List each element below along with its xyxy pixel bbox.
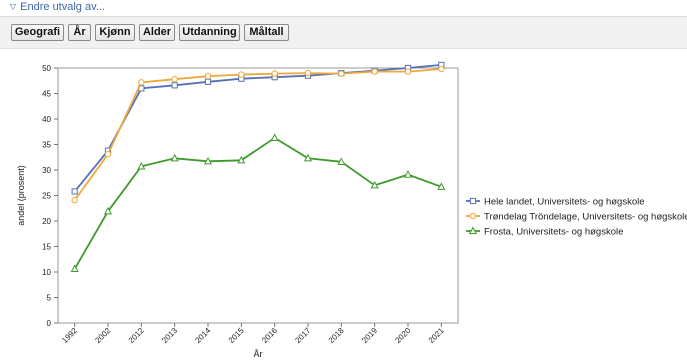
plot-area-frame [57, 67, 459, 324]
data-point [204, 72, 212, 80]
x-axis-title: År [254, 349, 263, 359]
data-point [337, 157, 346, 165]
y-tick-label: 30 [42, 166, 51, 175]
x-tick-label: 2014 [193, 326, 212, 345]
x-tick-label: 2021 [427, 326, 446, 345]
endre-utvalg-label: Endre utvalg av... [20, 1, 105, 13]
y-tick-label: 15 [42, 243, 51, 252]
x-tick-label: 2020 [393, 326, 412, 345]
data-point [137, 161, 146, 170]
x-tick-label: 2012 [127, 326, 146, 345]
series-line [73, 68, 442, 201]
y-axis-title: andel (prosent) [16, 165, 26, 226]
maltall-button[interactable]: Måltall [244, 24, 289, 41]
data-point [170, 153, 179, 162]
x-tick-label: 2015 [227, 326, 246, 345]
data-point [468, 226, 478, 235]
x-tick-label: 2017 [293, 326, 312, 345]
y-tick-label: 25 [42, 192, 51, 201]
data-point [103, 206, 113, 215]
data-point [371, 68, 378, 75]
legend-label: Frosta, Universitets- og høgskole [484, 227, 623, 238]
x-tick-label: 2019 [360, 326, 379, 345]
y-tick-label: 0 [47, 319, 52, 328]
data-point [403, 170, 413, 178]
y-tick-label: 20 [42, 217, 51, 226]
legend-item: Trøndelag Tröndelage, Universitets- og h… [466, 212, 687, 223]
data-point [338, 70, 345, 77]
series-2 [71, 65, 445, 204]
legend-item: Hele landet, Universitets- og høgskole [466, 197, 645, 208]
x-tick-label: 1992 [60, 326, 79, 345]
data-point [204, 78, 212, 85]
data-point [237, 155, 246, 164]
y-tick-label: 50 [42, 64, 51, 73]
legend-item: Frosta, Universitets- og høgskole [466, 227, 623, 238]
legend-label: Hele landet, Universitets- og høgskole [484, 197, 645, 208]
endre-utvalg-link[interactable]: ▽ Endre utvalg av... [10, 1, 105, 13]
data-point [469, 197, 477, 205]
data-point [438, 65, 445, 73]
data-point [238, 71, 245, 78]
dimension-toolbar: Geografi År Kjønn Alder Utdanning Måltal… [0, 17, 687, 49]
triangle-down-icon: ▽ [10, 2, 17, 11]
x-tick-label: 2002 [93, 326, 112, 345]
alder-button[interactable]: Alder [139, 24, 175, 41]
series-3 [70, 133, 446, 273]
series-line [74, 64, 442, 192]
geografi-button[interactable]: Geografi [11, 24, 64, 41]
data-point [304, 69, 312, 77]
y-tick-label: 45 [42, 90, 51, 99]
ar-button[interactable]: År [68, 24, 91, 41]
data-point [270, 133, 279, 141]
data-point [370, 180, 379, 189]
data-point [71, 188, 78, 195]
data-point [203, 156, 213, 165]
legend-label: Trøndelag Tröndelage, Universitets- og h… [484, 212, 687, 223]
data-point [404, 68, 412, 75]
y-tick-label: 10 [42, 268, 51, 277]
utdanning-button[interactable]: Utdanning [179, 24, 240, 41]
series-1 [71, 61, 445, 195]
y-tick-label: 35 [42, 141, 51, 150]
data-point [138, 79, 145, 86]
data-point [70, 264, 79, 273]
x-tick-label: 2013 [160, 326, 179, 345]
y-tick-label: 40 [42, 115, 51, 124]
data-point [171, 82, 178, 89]
x-tick-label: 2018 [327, 326, 346, 345]
series-line [73, 136, 442, 270]
top-bar: ▽ Endre utvalg av... [0, 0, 687, 17]
y-tick-label: 5 [47, 294, 52, 303]
data-point [71, 196, 78, 204]
data-point [171, 76, 178, 83]
data-point [469, 212, 477, 220]
data-point [104, 150, 112, 158]
data-point [437, 182, 446, 190]
x-tick-label: 2016 [260, 326, 279, 345]
data-point [271, 70, 278, 77]
data-point [303, 153, 313, 162]
kjonn-button[interactable]: Kjønn [95, 24, 135, 41]
